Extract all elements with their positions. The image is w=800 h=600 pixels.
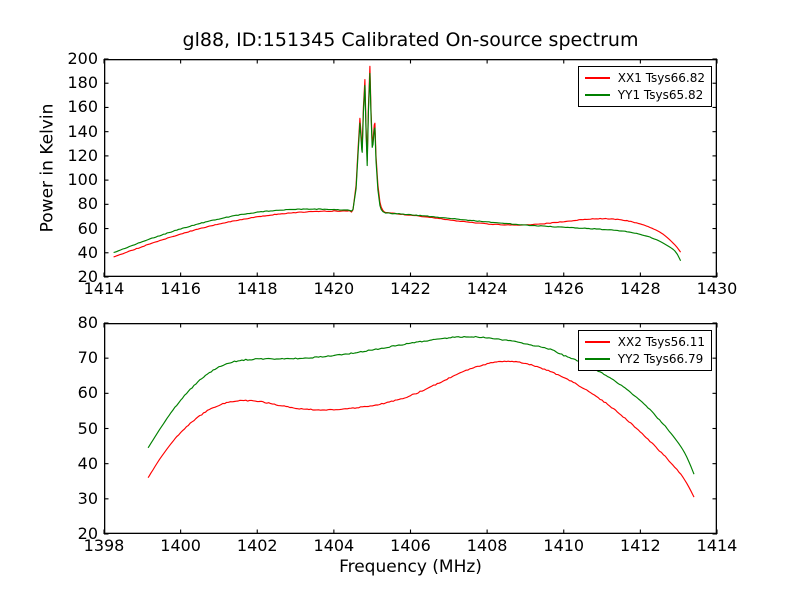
x-tick-label: 1412: [620, 536, 661, 555]
legend-label: YY1 Tsys65.82: [617, 88, 704, 102]
x-tick-label: 1422: [390, 279, 431, 298]
y-tick-label: 80: [77, 194, 98, 214]
x-tick-label: 1414: [83, 279, 125, 298]
y-tick-label: 20: [77, 267, 98, 286]
x-tick-label: 1406: [390, 536, 431, 555]
y-tick-label: 120: [67, 145, 98, 165]
x-tick-label: 1404: [313, 536, 355, 555]
plot-canvas: [103, 322, 718, 535]
x-axis-label: Frequency (MHz): [339, 557, 482, 577]
legend-line-sample: [584, 341, 610, 343]
series-line-xx2: [147, 360, 695, 498]
legend-entry: YY1 Tsys65.82: [584, 87, 705, 103]
x-tick-label: 1416: [160, 279, 201, 298]
y-tick-label: 20: [77, 524, 98, 543]
y-tick-label: 70: [77, 348, 98, 368]
legend-line-sample: [584, 94, 610, 96]
legend-label: XX2 Tsys56.11: [617, 335, 705, 349]
subplot-bottom: 1398 1400 1402 1404 1406 1408 1410 1412 1414 20 30…: [78, 313, 738, 555]
legend-entry: YY2 Tsys66.79: [584, 351, 705, 367]
figure-title: gl88, ID:151345 Calibrated On-source spe…: [182, 29, 639, 51]
x-tick-label: 1428: [620, 279, 661, 298]
series-line-yy1: [113, 72, 682, 261]
x-tick-label: 1410: [543, 536, 585, 555]
y-tick-label: 40: [77, 453, 98, 473]
y-tick-label: 80: [77, 313, 98, 332]
x-tick-label: 1400: [160, 536, 201, 555]
x-tick-label: 1426: [543, 279, 585, 298]
x-tick-label: 1430: [696, 279, 738, 298]
x-tick-label: 1418: [236, 279, 278, 298]
x-tick-label: 1408: [466, 536, 508, 555]
legend-line-sample: [584, 77, 610, 79]
y-tick-label: 160: [67, 97, 98, 117]
x-tick-label: 1398: [83, 536, 125, 555]
legend-line-sample: [584, 358, 610, 360]
plot-canvas: [103, 58, 718, 278]
x-tick-label: 1424: [466, 279, 508, 298]
legend-entry: XX2 Tsys56.11: [584, 334, 705, 350]
y-tick-label: 100: [67, 170, 98, 190]
legend-label: XX1 Tsys66.82: [617, 71, 705, 85]
legend: XX1 Tsys66.82 YY1 Tsys65.82: [577, 66, 712, 107]
y-tick-label: 60: [77, 383, 98, 403]
y-tick-label: 50: [77, 418, 98, 438]
y-tick-label: 30: [77, 488, 98, 508]
y-tick-label: 140: [67, 121, 98, 141]
series-line-yy2: [147, 335, 695, 475]
x-tick-label: 1420: [313, 279, 355, 298]
x-tick-label: 1402: [236, 536, 278, 555]
y-tick-label: 60: [77, 218, 98, 238]
y-tick-label: 200: [67, 49, 98, 68]
legend-entry: XX1 Tsys66.82: [584, 70, 705, 86]
subplot-top: 1414 1416 1418 1420 1422 1424 1426 1428 1430 20 40…: [67, 49, 737, 298]
legend-label: YY2 Tsys66.79: [617, 352, 704, 366]
y-tick-label: 40: [77, 242, 98, 262]
legend: XX2 Tsys56.11 YY2 Tsys66.79: [577, 330, 712, 371]
y-tick-label: 180: [67, 73, 98, 93]
x-tick-label: 1414: [696, 536, 738, 555]
